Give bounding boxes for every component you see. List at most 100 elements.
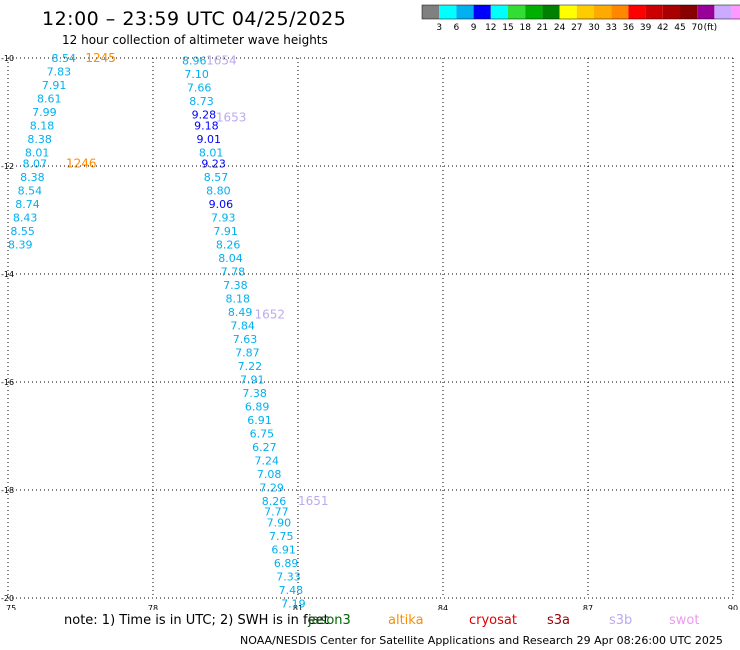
colorbar-label: 45 (674, 23, 685, 33)
wave-height-label: 7.75 (269, 530, 294, 543)
wave-height-label: 9.28 (192, 109, 217, 122)
colorbar-swatch (439, 5, 457, 19)
wave-height-label: 8.54 (18, 184, 42, 197)
colorbar-label: 27 (571, 23, 582, 33)
wave-height-label: 8.39 (8, 238, 33, 251)
footer-note: note: 1) Time is in UTC; 2) SWH is in fe… (64, 613, 329, 628)
colorbar-swatch (611, 5, 629, 19)
wave-height-label: 7.87 (235, 346, 260, 359)
x-tick-label: 90 (728, 604, 738, 610)
colorbar-swatch (525, 5, 543, 19)
x-tick-label: 87 (583, 604, 593, 610)
pass-label: 1654 (206, 54, 237, 68)
colorbar-label: 18 (519, 23, 531, 33)
wave-height-label: 7.83 (47, 66, 72, 79)
pass-label: 1653 (216, 110, 247, 124)
colorbar-label: 12 (485, 23, 496, 33)
wave-height-label: 7.38 (223, 279, 248, 292)
wave-height-label: 7.78 (221, 265, 246, 278)
x-tick-label: 75 (6, 604, 16, 610)
wave-height-label: 7.08 (257, 468, 282, 481)
wave-height-label: 6.91 (271, 543, 296, 556)
colorbar-swatch (645, 5, 663, 19)
wave-height-label: 6.91 (247, 414, 272, 427)
wave-height-label: 7.10 (184, 68, 209, 81)
satellite-s3a: s3a (547, 613, 571, 628)
satellite-s3b: s3b (609, 613, 633, 628)
colorbar-label: 24 (554, 23, 566, 33)
wave-height-label: 8.26 (216, 238, 241, 251)
chart-subtitle: 12 hour collection of altimeter wave hei… (62, 33, 328, 47)
wave-height-label: 8.38 (27, 133, 52, 146)
y-tick-label: -18 (1, 486, 14, 495)
y-tick-label: -10 (1, 54, 14, 63)
colorbar-label: 15 (502, 23, 513, 33)
colorbar-swatch (628, 5, 646, 19)
wave-height-label: 8.57 (204, 171, 229, 184)
colorbar-swatch (714, 5, 732, 19)
wave-height-label: 7.91 (240, 373, 265, 386)
wave-height-label: 8.18 (30, 120, 55, 133)
wave-height-label: 8.26 (262, 495, 287, 508)
colorbar-label: 30 (588, 23, 600, 33)
wave-height-label: 7.19 (281, 597, 306, 610)
wave-height-label: 6.89 (245, 400, 269, 413)
colorbar-frame (421, 4, 740, 20)
wave-height-label: 7.99 (32, 106, 57, 119)
colorbar-swatch (662, 5, 680, 19)
wave-height-label: 8.01 (199, 147, 224, 160)
pass-label: 1651 (298, 494, 329, 508)
wave-height-label: 7.38 (242, 387, 267, 400)
colorbar-label: 42 (657, 23, 668, 33)
y-tick-label: -20 (1, 594, 14, 603)
colorbar-swatch (731, 5, 740, 19)
wave-height-label: 8.43 (13, 211, 38, 224)
wave-height-label: 8.80 (206, 184, 231, 197)
colorbar-swatch (473, 5, 491, 19)
x-tick-label: 81 (293, 604, 303, 610)
wave-height-label: 8.07 (23, 157, 48, 170)
wave-height-plot: 75 78 81 84 87 90-10-12-14-16-18-208.547.837.… (1, 51, 738, 610)
wave-height-label: 8.49 (228, 306, 253, 319)
colorbar-swatch (594, 5, 612, 19)
pass-label: 1245 (85, 51, 116, 65)
colorbar-label: 3 (436, 23, 442, 33)
chart-title: 12:00 – 23:59 UTC 04/25/2025 (42, 8, 347, 30)
wave-height-label: 6.89 (274, 557, 299, 570)
wave-height-label: 7.22 (238, 360, 262, 373)
wave-height-label: 8.01 (25, 147, 49, 160)
wave-height-label: 7.33 (276, 570, 301, 583)
x-tick-label: 78 (148, 604, 158, 610)
wave-height-label: 7.63 (233, 333, 258, 346)
colorbar-swatch (422, 5, 440, 19)
colorbar-swatch (680, 5, 698, 19)
wave-height-label: 8.38 (20, 171, 45, 184)
wave-height-label: 8.96 (182, 55, 207, 68)
wave-height-label: 8.73 (189, 95, 214, 108)
wave-height-label: 7.90 (267, 516, 292, 529)
wave-height-label: 7.93 (211, 211, 236, 224)
colorbar-swatch (456, 5, 474, 19)
colorbar-unit: (ft) (704, 23, 718, 33)
wave-height-label: 7.48 (279, 584, 304, 597)
wave-height-label: 7.91 (213, 225, 238, 238)
colorbar-label: 33 (605, 23, 616, 33)
wave-height-label: 6.27 (252, 441, 276, 454)
wave-height-label: 7.91 (42, 79, 66, 92)
wave-height-label: 7.66 (187, 82, 212, 95)
wave-height-label: 7.29 (259, 481, 284, 494)
satellite-swot: swot (669, 613, 700, 628)
wave-height-label: 7.77 (264, 506, 289, 519)
colorbar-label: 9 (471, 23, 477, 33)
colorbar-swatch (559, 5, 577, 19)
colorbar-legend: 3 6 9 12 15 18 21 24 27 30 33 36 39 42 45 70 (ft) (421, 4, 740, 33)
pass-label: 1246 (66, 156, 97, 170)
wave-height-label: 6.75 (250, 427, 275, 440)
wave-height-label: 8.74 (15, 198, 40, 211)
y-tick-label: -16 (1, 378, 14, 387)
wave-height-label: 7.24 (255, 454, 280, 467)
colorbar-swatch (697, 5, 715, 19)
colorbar-swatch (490, 5, 508, 19)
satellite-jason3: jason3 (308, 613, 351, 628)
satellite-cryosat: cryosat (469, 613, 517, 628)
